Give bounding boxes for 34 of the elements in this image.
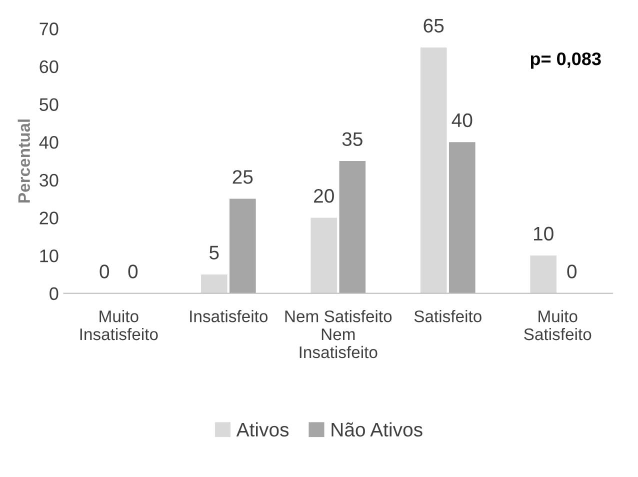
data-label: 25 <box>232 170 253 184</box>
bar <box>339 160 366 294</box>
x-tick-label: Nem Satisfeito Nem Insatisfeito <box>285 310 392 358</box>
y-axis-title: Percentual <box>18 120 30 202</box>
y-tick-label: 40 <box>39 136 58 149</box>
y-tick-label: 0 <box>50 287 58 300</box>
legend-label: Não Ativos <box>332 422 422 437</box>
bar <box>310 218 338 294</box>
data-label: 10 <box>534 226 554 241</box>
data-label: 5 <box>210 246 219 260</box>
y-tick-label: 20 <box>40 212 58 224</box>
data-label: 0 <box>128 264 138 278</box>
y-tick-label: 30 <box>40 174 58 187</box>
data-label: 0 <box>567 264 577 278</box>
y-tick-label: 60 <box>40 60 58 74</box>
data-label: 0 <box>100 264 110 278</box>
bar <box>230 198 256 294</box>
annotation: p= 0,083 <box>530 52 601 69</box>
y-tick-label: 70 <box>40 22 58 36</box>
y-tick-label: 50 <box>40 98 58 111</box>
x-tick-label: Insatisfeito <box>190 310 268 322</box>
bar <box>530 256 557 294</box>
y-tick-label: 10 <box>40 249 58 262</box>
data-label: 40 <box>452 113 472 128</box>
x-tick-label: Muito Insatisfeito <box>80 310 158 340</box>
bar <box>448 142 476 294</box>
data-label: 35 <box>342 132 362 146</box>
bar <box>200 274 228 294</box>
x-tick-label: Satisfeito <box>414 310 482 322</box>
x-tick-label: Muito Satisfeito <box>524 310 592 340</box>
bar <box>420 48 447 294</box>
data-label: 65 <box>424 18 444 33</box>
data-label: 20 <box>314 188 334 203</box>
legend-label: Ativos <box>236 422 289 437</box>
